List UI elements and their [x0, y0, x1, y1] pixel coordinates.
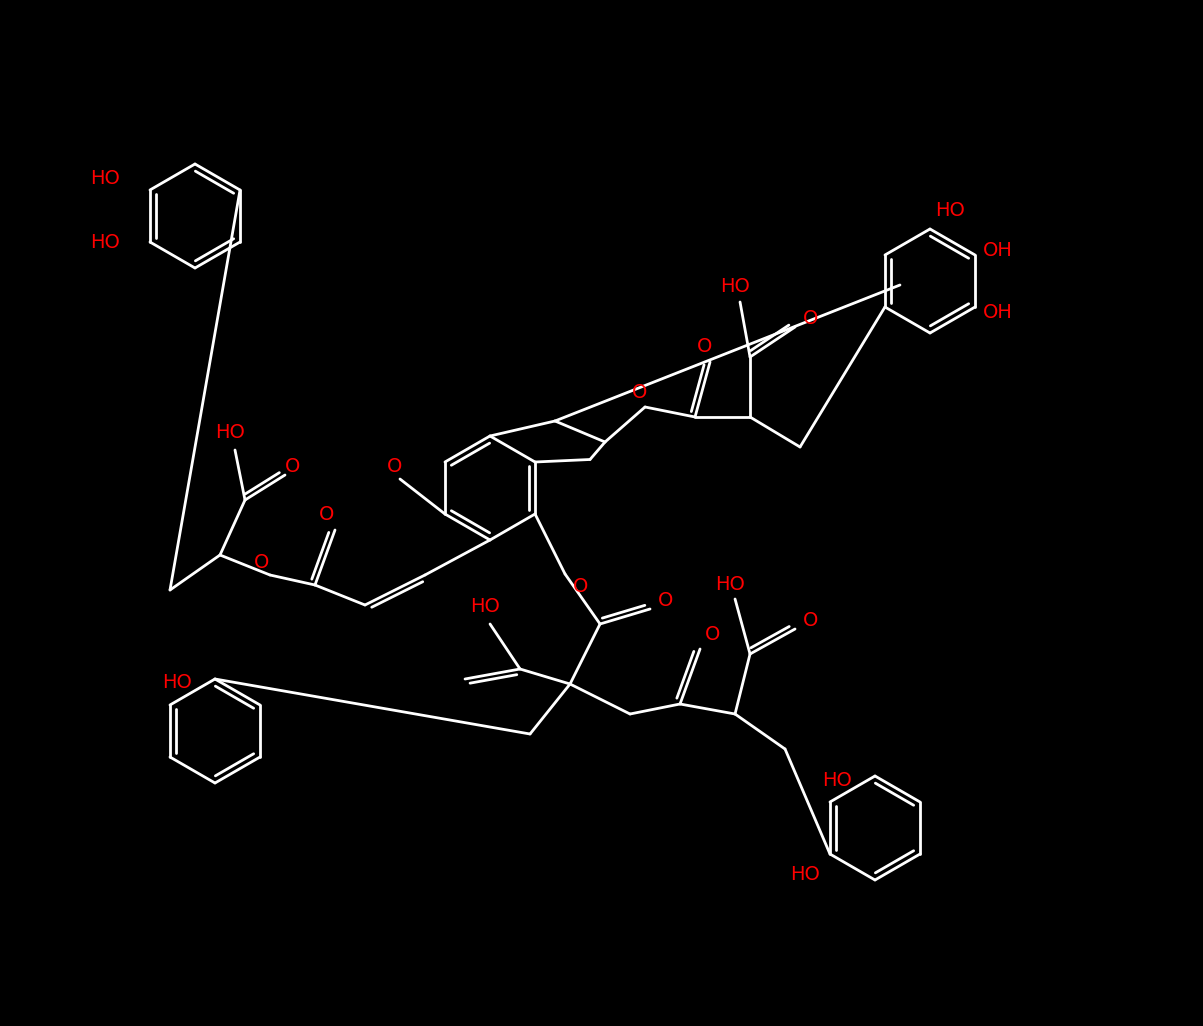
Text: O: O: [254, 553, 269, 573]
Text: HO: HO: [162, 673, 191, 693]
Text: O: O: [387, 458, 403, 476]
Text: OH: OH: [983, 303, 1013, 321]
Text: O: O: [804, 310, 818, 328]
Text: O: O: [804, 611, 818, 631]
Text: OH: OH: [983, 240, 1013, 260]
Text: HO: HO: [715, 575, 745, 593]
Text: O: O: [698, 338, 712, 356]
Text: O: O: [705, 625, 721, 643]
Text: HO: HO: [215, 423, 245, 441]
Text: HO: HO: [935, 201, 965, 221]
Text: HO: HO: [470, 596, 500, 616]
Text: O: O: [633, 383, 647, 401]
Text: HO: HO: [822, 771, 852, 789]
Text: O: O: [658, 592, 674, 610]
Text: O: O: [285, 458, 301, 476]
Text: HO: HO: [90, 233, 120, 251]
Text: HO: HO: [90, 168, 120, 188]
Text: O: O: [573, 577, 588, 595]
Text: O: O: [319, 506, 334, 524]
Text: HO: HO: [721, 277, 749, 297]
Text: HO: HO: [790, 865, 820, 883]
